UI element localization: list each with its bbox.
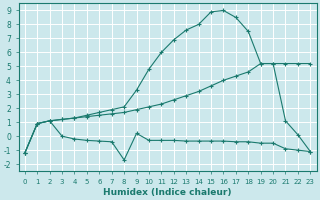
- X-axis label: Humidex (Indice chaleur): Humidex (Indice chaleur): [103, 188, 232, 197]
